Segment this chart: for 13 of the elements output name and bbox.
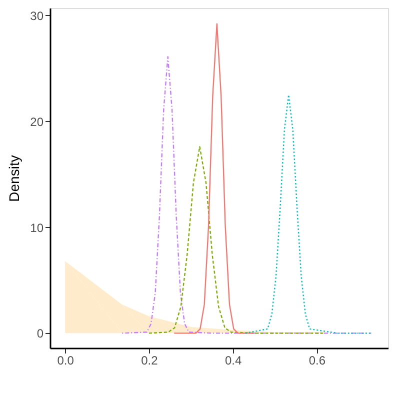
line-series [148, 146, 326, 334]
y-tick-label: 0 [36, 326, 44, 341]
x-tick-label: 0.4 [224, 354, 242, 368]
y-tick-label: 10 [30, 220, 44, 235]
x-tick-label: 0.0 [57, 354, 74, 368]
line-series [122, 56, 372, 334]
x-tick-label: 0.6 [308, 354, 326, 368]
x-tick-label: 0.2 [141, 354, 158, 368]
line-series [244, 94, 372, 334]
y-tick-label: 30 [30, 8, 44, 23]
y-tick-label: 20 [30, 114, 44, 129]
line-series [174, 23, 254, 334]
y-axis-title: Density [6, 155, 22, 202]
